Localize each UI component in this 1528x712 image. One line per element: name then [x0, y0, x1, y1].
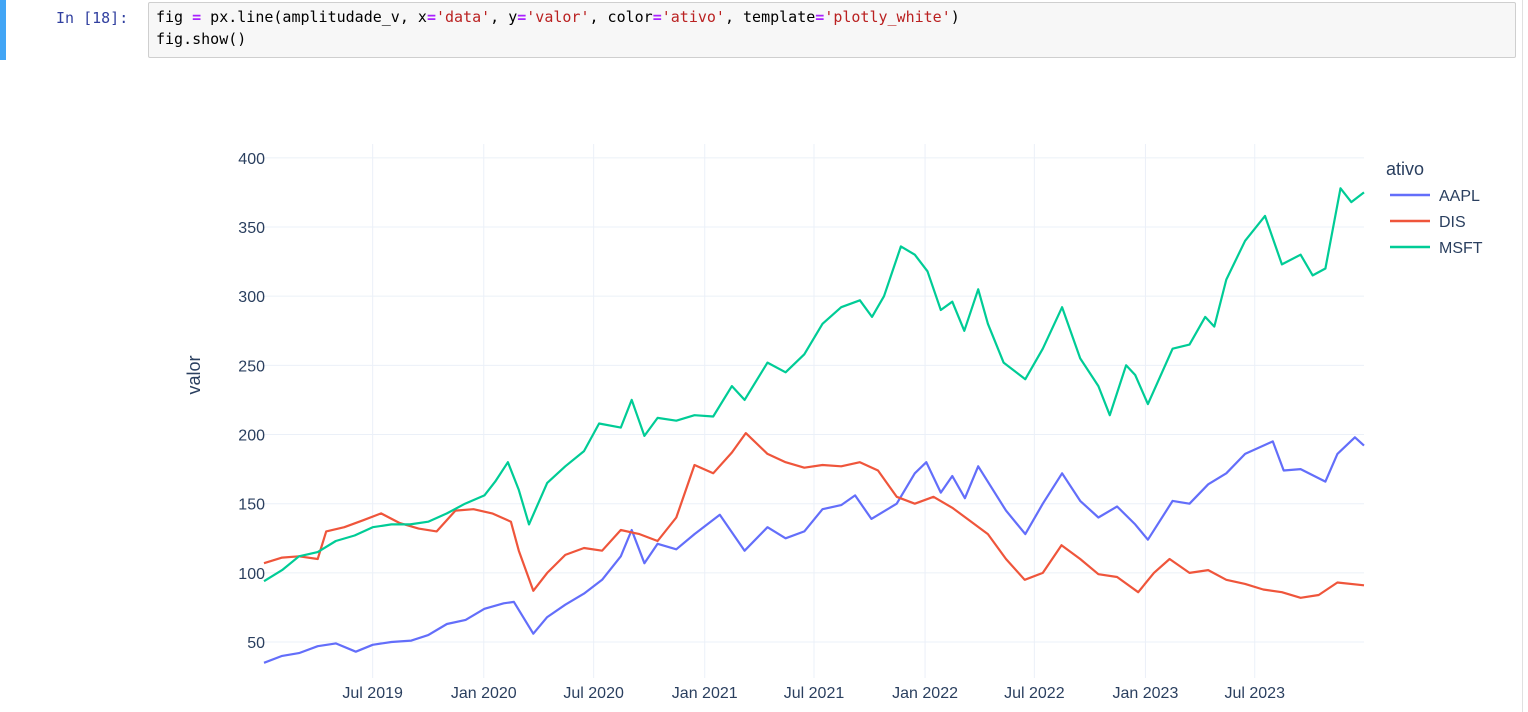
- input-prompt: In [18]:: [56, 9, 129, 27]
- x-tick-label: Jan 2023: [1113, 685, 1179, 702]
- x-tick-label: Jul 2021: [784, 685, 845, 702]
- legend-item-dis[interactable]: DIS: [1439, 214, 1466, 231]
- x-tick-label: Jul 2020: [563, 685, 624, 702]
- code-cell-editor[interactable]: fig = px.line(amplitudade_v, x='data', y…: [148, 2, 1516, 58]
- code-token: , color: [589, 8, 653, 26]
- y-tick-labels: 50 100 150 200 250 300 350 400: [238, 151, 265, 652]
- code-token: =: [517, 8, 527, 26]
- series-line-msft[interactable]: [263, 187, 1365, 583]
- y-axis-title: valor: [184, 355, 204, 394]
- code-token: fig.show(): [156, 30, 247, 48]
- code-token: px.line(amplitudade_v, x: [201, 8, 427, 26]
- code-token: 'ativo': [661, 8, 725, 26]
- x-tick-label: Jul 2019: [342, 685, 403, 702]
- code-token: 'data': [435, 8, 491, 26]
- code-line-2: fig.show(): [156, 28, 246, 50]
- x-tick-label: Jan 2022: [892, 685, 958, 702]
- y-tick-label: 350: [238, 220, 265, 237]
- series-line-aapl[interactable]: [263, 436, 1365, 664]
- x-tick-labels: Jul 2019 Jan 2020 Jul 2020 Jan 2021 Jul 2021…: [342, 685, 1285, 702]
- legend-item-aapl[interactable]: AAPL: [1439, 188, 1480, 205]
- y-tick-label: 300: [238, 289, 265, 306]
- code-token: =: [815, 8, 825, 26]
- code-token: , y: [490, 8, 518, 26]
- line-chart[interactable]: 50 100 150 200 250 300 350 400 Jul 2019 Jan 2020…: [0, 60, 1522, 712]
- code-token: ): [950, 8, 960, 26]
- x-tick-label: Jul 2022: [1004, 685, 1065, 702]
- code-line-1: fig = px.line(amplitudade_v, x='data', y…: [156, 6, 960, 28]
- legend-title: ativo: [1386, 159, 1424, 179]
- x-gridlines: [372, 144, 1256, 678]
- y-tick-label: 50: [247, 635, 265, 652]
- code-token: =: [192, 8, 202, 26]
- x-tick-label: Jan 2020: [451, 685, 517, 702]
- plot-background: [0, 60, 1522, 712]
- x-tick-label: Jan 2021: [672, 685, 738, 702]
- x-tick-label: Jul 2023: [1224, 685, 1285, 702]
- y-tick-label: 400: [238, 151, 265, 168]
- series-lines: [263, 187, 1365, 664]
- y-tick-label: 100: [238, 566, 265, 583]
- y-tick-label: 250: [238, 358, 265, 375]
- y-tick-label: 200: [238, 428, 265, 445]
- legend: ativo AAPL DIS MSFT: [1386, 159, 1483, 257]
- notebook-right-border: [1522, 0, 1523, 712]
- series-line-dis[interactable]: [263, 432, 1365, 599]
- code-token: 'plotly_white': [824, 8, 951, 26]
- code-token: , template: [724, 8, 816, 26]
- code-token: 'valor': [526, 8, 590, 26]
- legend-item-msft[interactable]: MSFT: [1439, 240, 1483, 257]
- y-tick-label: 150: [238, 497, 265, 514]
- code-token: =: [426, 8, 436, 26]
- code-token: =: [652, 8, 662, 26]
- code-token: fig: [156, 8, 193, 26]
